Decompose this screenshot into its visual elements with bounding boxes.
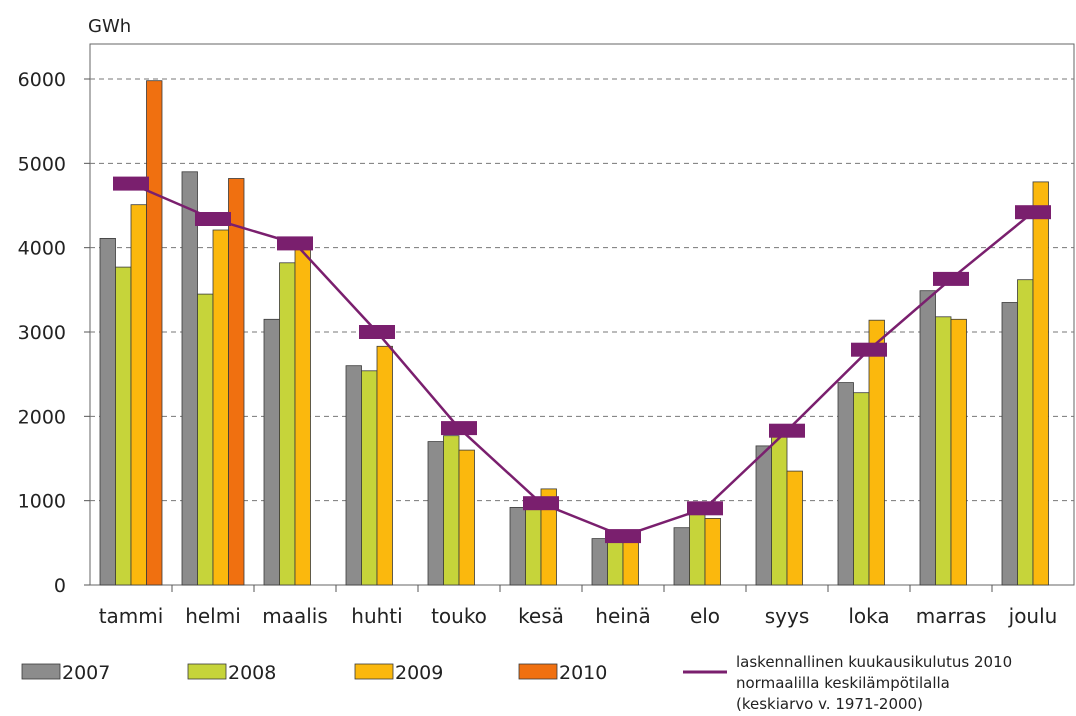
x-tick-label: tammi: [99, 604, 164, 628]
legend-line-label: (keskiarvo v. 1971-2000): [736, 695, 923, 713]
plot-area: 0 1000 2000 3000 4000 5000 6000 tammi helmi maal…: [18, 43, 1075, 628]
legend: 2007 2008 2009 2010 laskennallinen kuukausik…: [21, 653, 1012, 713]
x-tick-label: syys: [765, 604, 810, 628]
trend-marker-syys: [769, 423, 805, 438]
trend-marker-huhti: [359, 325, 395, 339]
x-tick-label: heinä: [595, 604, 650, 628]
legend-line-label: laskennallinen kuukausikulutus 2010: [736, 653, 1012, 671]
bar-2007-syys: [755, 445, 772, 586]
y-tick-label: 6000: [18, 69, 66, 91]
y-tick-label: 4000: [18, 238, 66, 260]
x-tick-label: loka: [848, 604, 889, 628]
y-axis-unit-label: GWh: [88, 16, 131, 37]
trend-marker-maalis: [277, 236, 313, 251]
bar-2008-loka: [853, 392, 870, 586]
y-tick-label: 0: [54, 575, 66, 597]
bar-2009-marras: [950, 318, 967, 586]
trend-marker-loka: [851, 342, 887, 357]
x-tick-label: joulu: [1008, 604, 1058, 628]
bar-2007-kesä: [509, 506, 526, 586]
y-tick-label: 1000: [18, 491, 66, 513]
bar-2008-syys: [771, 427, 788, 586]
legend-swatch-2008: [187, 663, 227, 680]
bar-2009-loka: [868, 319, 885, 586]
bar-2007-loka: [837, 382, 854, 586]
bar-2008-touko: [443, 435, 460, 586]
bar-2008-huhti: [361, 370, 378, 586]
trend-marker-marras: [933, 271, 969, 286]
bar-2010-helmi: [228, 178, 245, 586]
trend-marker-joulu: [1015, 205, 1051, 220]
bar-2007-touko: [427, 441, 444, 586]
trend-marker-elo: [687, 501, 723, 516]
bar-2007-elo: [673, 527, 690, 586]
legend-swatch-2009: [354, 663, 394, 680]
bar-2009-touko: [458, 449, 475, 586]
bar-2009-tammi: [130, 204, 147, 586]
bar-2009-elo: [704, 518, 721, 586]
bar-2009-maalis: [294, 243, 311, 586]
x-tick-label: huhti: [351, 604, 402, 628]
bar-2008-kesä: [525, 498, 542, 586]
bar-2007-tammi: [99, 237, 116, 586]
bar-2009-huhti: [376, 345, 393, 586]
bar-2008-maalis: [279, 262, 296, 586]
legend-swatch-2007: [21, 663, 61, 680]
bar-2007-heinä: [591, 538, 608, 586]
legend-label-2008: 2008: [228, 662, 276, 684]
bar-2009-kesä: [540, 488, 557, 586]
bar-2008-tammi: [115, 266, 132, 586]
trend-line-group: [113, 176, 1051, 544]
bar-2009-joulu: [1032, 181, 1049, 586]
legend-label-2009: 2009: [395, 662, 443, 684]
legend-label-2007: 2007: [62, 662, 110, 684]
x-axis-ticks: tammi helmi maalis huhti touko kesä heinä elo sy…: [99, 585, 1058, 628]
trend-marker-tammi: [113, 176, 149, 191]
trend-marker-kesä: [523, 496, 559, 511]
bars: [99, 80, 1049, 586]
x-tick-label: helmi: [185, 604, 241, 628]
bar-2008-marras: [935, 316, 952, 586]
y-tick-label: 2000: [18, 406, 66, 428]
y-tick-label: 3000: [18, 322, 66, 344]
trend-marker-touko: [441, 421, 477, 436]
x-tick-label: kesä: [518, 604, 564, 628]
y-tick-label: 5000: [18, 153, 66, 175]
bar-2009-helmi: [212, 229, 229, 586]
bar-2007-marras: [919, 290, 936, 586]
legend-label-2010: 2010: [559, 662, 607, 684]
x-tick-label: marras: [916, 604, 987, 628]
legend-swatch-2010: [518, 663, 558, 680]
y-axis-ticks: 0 1000 2000 3000 4000 5000 6000: [18, 69, 90, 597]
gridlines: [90, 78, 1074, 502]
trend-marker-helmi: [195, 212, 231, 226]
bar-2010-tammi: [146, 80, 163, 586]
bar-2007-maalis: [263, 318, 280, 586]
bar-2009-heinä: [622, 536, 639, 586]
bar-2009-syys: [786, 470, 803, 586]
x-tick-label: maalis: [262, 604, 328, 628]
bar-2007-helmi: [181, 171, 198, 586]
bar-2008-helmi: [197, 293, 214, 586]
trend-marker-heinä: [605, 529, 641, 544]
x-tick-label: elo: [690, 604, 720, 628]
x-tick-label: touko: [431, 604, 487, 628]
legend-line-label: normaalilla keskilämpötilalla: [736, 674, 950, 692]
bar-2007-joulu: [1001, 302, 1018, 586]
bar-2007-huhti: [345, 365, 362, 586]
bar-2008-joulu: [1017, 279, 1034, 586]
bar-2008-elo: [689, 506, 706, 586]
